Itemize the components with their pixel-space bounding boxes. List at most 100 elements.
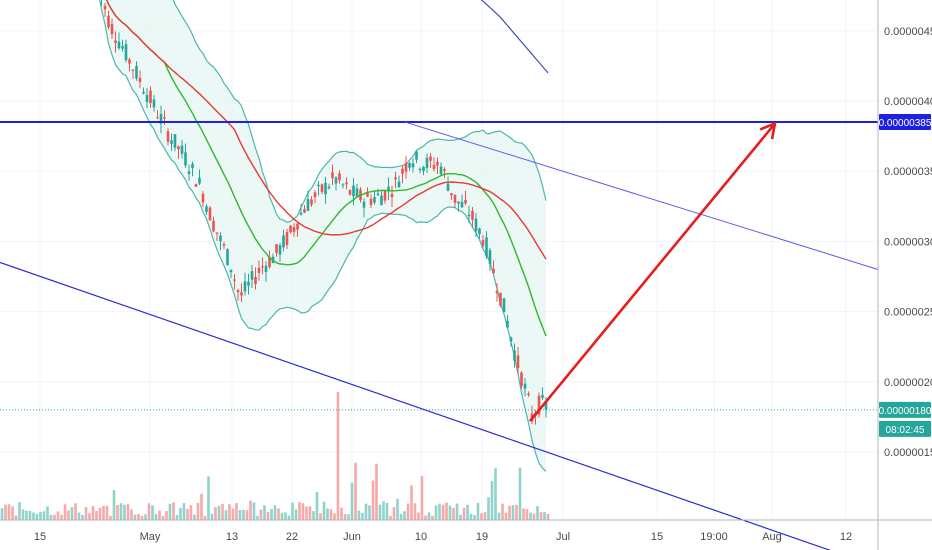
- candle-body: [205, 206, 208, 212]
- volume-bar: [176, 515, 179, 520]
- volume-bar: [36, 514, 39, 520]
- candle-body: [510, 337, 513, 341]
- candle-body: [146, 95, 149, 102]
- volume-bar: [526, 509, 529, 520]
- x-tick-label: 19: [476, 531, 488, 543]
- volume-bar: [39, 512, 42, 520]
- candle-body: [317, 185, 320, 186]
- candle-body: [244, 281, 247, 291]
- volume-bar: [81, 515, 84, 520]
- volume-bar: [99, 508, 102, 520]
- volume-bar: [386, 503, 389, 520]
- volume-bar: [466, 505, 469, 520]
- candle-body: [132, 70, 135, 71]
- volume-bar: [18, 502, 21, 520]
- volume-bar: [508, 506, 511, 520]
- volume-bar: [365, 504, 368, 520]
- volume-bar: [239, 510, 242, 520]
- volume-bar: [522, 508, 525, 520]
- volume-bar: [249, 500, 252, 520]
- volume-bar: [141, 516, 144, 520]
- volume-bar: [92, 506, 95, 520]
- volume-bar: [375, 464, 378, 520]
- candle-body: [289, 226, 292, 232]
- candle-body: [391, 194, 394, 197]
- projection-arrow[interactable]: [530, 123, 775, 421]
- candle-body: [107, 16, 110, 27]
- volume-bar: [487, 497, 490, 520]
- volume-bar: [396, 499, 399, 520]
- volume-bar: [232, 508, 235, 520]
- volume-bar: [29, 511, 32, 520]
- candle-body: [356, 188, 359, 196]
- volume-bar: [354, 463, 357, 520]
- x-tick-label: 10: [415, 531, 427, 543]
- volume-bar: [407, 504, 410, 520]
- candle-body: [310, 199, 313, 204]
- volume-bar: [71, 507, 74, 520]
- x-tick-label: 13: [226, 531, 238, 543]
- volume-bar: [235, 503, 238, 520]
- volume-bar: [284, 512, 287, 520]
- volume-bar: [484, 512, 487, 520]
- volume-bar: [400, 514, 403, 520]
- volume-bar: [267, 512, 270, 520]
- volume-bar: [260, 509, 263, 520]
- volume-bar: [368, 505, 371, 520]
- volume-bar: [155, 514, 158, 520]
- candle-body: [219, 236, 222, 242]
- volume-bar: [302, 503, 305, 520]
- candle-body: [506, 321, 509, 328]
- price-tag-current: 0.00000180: [879, 402, 932, 418]
- volume-bar: [421, 476, 424, 520]
- candle-body: [300, 213, 303, 215]
- volume-bar: [438, 504, 441, 520]
- candle-body: [226, 249, 229, 265]
- candle-body: [429, 157, 432, 161]
- volume-bar: [190, 505, 193, 520]
- volume-bar: [22, 509, 25, 520]
- candle-body: [251, 271, 254, 280]
- candle-body: [433, 165, 436, 169]
- x-tick-label: 15: [651, 531, 663, 543]
- volume-bar: [515, 505, 518, 520]
- volume-bar: [498, 513, 501, 520]
- candle-body: [541, 395, 544, 398]
- volume-bar: [102, 506, 105, 520]
- candle-body: [443, 169, 446, 171]
- volume-bar: [218, 506, 221, 520]
- candle-body: [303, 209, 306, 213]
- candle-body: [209, 208, 212, 221]
- candle-body: [370, 199, 373, 205]
- candle-body: [499, 293, 502, 306]
- candle-body: [202, 194, 205, 203]
- volume-bar: [137, 514, 140, 520]
- volume-bar: [85, 507, 88, 520]
- x-tick-label: May: [140, 531, 161, 543]
- candle-body: [275, 244, 278, 253]
- candle-body: [352, 186, 355, 197]
- volume-bar: [211, 514, 214, 520]
- candle-body: [485, 237, 488, 256]
- candle-body: [475, 219, 478, 231]
- volume-bar: [340, 508, 343, 520]
- candle-body: [163, 117, 166, 118]
- candle-body: [342, 184, 345, 185]
- price-tag-current-text: 0.00000180: [879, 406, 932, 417]
- volume-bar: [309, 506, 312, 520]
- candle-body: [415, 151, 418, 159]
- volume-bar: [242, 510, 245, 520]
- volume-bar: [158, 510, 161, 520]
- volume-bar: [8, 504, 11, 520]
- volume-bar: [274, 505, 277, 520]
- candle-body: [492, 269, 495, 274]
- volume-bar: [225, 510, 228, 520]
- volume-bar: [424, 516, 427, 520]
- volume-bar: [333, 513, 336, 520]
- volume-bar: [74, 503, 77, 520]
- x-tick-label: 15: [34, 531, 46, 543]
- candle-body: [198, 178, 201, 184]
- candle-body: [296, 224, 299, 230]
- candle-body: [412, 163, 415, 167]
